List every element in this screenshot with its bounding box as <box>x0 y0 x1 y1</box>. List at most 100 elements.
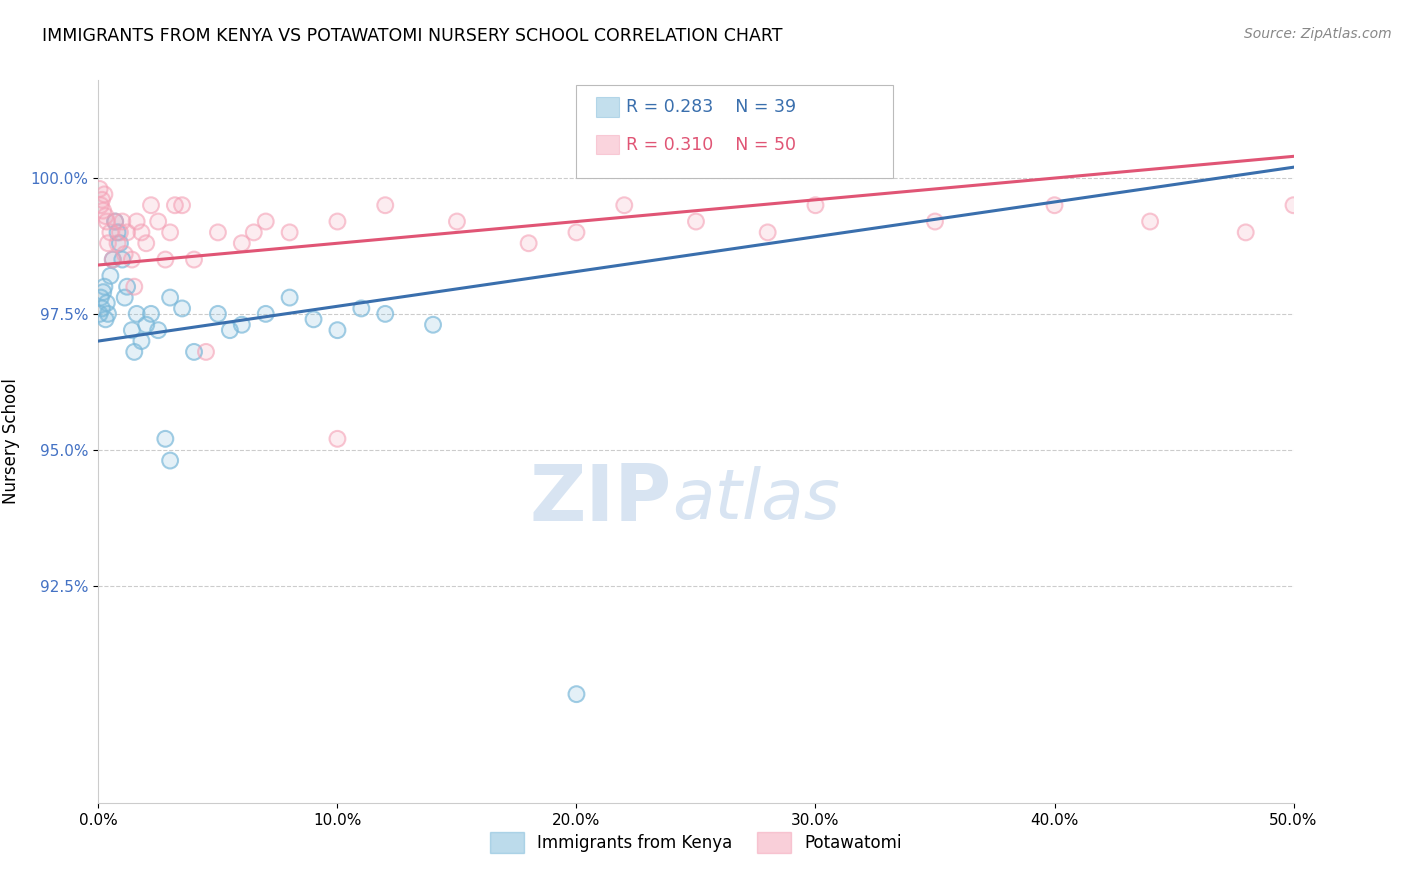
Point <box>350 301 373 316</box>
Point <box>685 214 707 228</box>
Point <box>91 203 114 218</box>
Point <box>374 307 396 321</box>
Point <box>1282 198 1305 212</box>
Point <box>159 226 181 240</box>
Point <box>446 214 468 228</box>
Point <box>159 291 181 305</box>
Point <box>107 236 129 251</box>
Point <box>135 236 157 251</box>
Point <box>613 198 636 212</box>
Point <box>183 252 205 267</box>
Point <box>243 226 266 240</box>
Point <box>90 198 112 212</box>
Point <box>207 226 229 240</box>
Point <box>131 226 153 240</box>
Point <box>163 198 186 212</box>
Point <box>1043 198 1066 212</box>
Point <box>89 307 111 321</box>
Point <box>1234 226 1257 240</box>
Point <box>91 285 114 300</box>
Point <box>107 236 129 251</box>
Point <box>231 318 253 332</box>
Point <box>172 301 194 316</box>
Point <box>96 214 118 228</box>
Point <box>101 252 124 267</box>
Point <box>98 226 122 240</box>
Point <box>148 323 170 337</box>
Text: IMMIGRANTS FROM KENYA VS POTAWATOMI NURSERY SCHOOL CORRELATION CHART: IMMIGRANTS FROM KENYA VS POTAWATOMI NURS… <box>42 27 783 45</box>
Point <box>613 198 636 212</box>
Point <box>219 323 242 337</box>
Point <box>207 226 229 240</box>
Point <box>148 214 170 228</box>
Point <box>91 301 114 316</box>
Point <box>243 226 266 240</box>
Point <box>254 307 277 321</box>
Point <box>96 296 118 310</box>
Point <box>374 198 396 212</box>
Point <box>278 226 301 240</box>
Point <box>108 236 131 251</box>
Point <box>422 318 444 332</box>
Point <box>139 198 162 212</box>
Point <box>94 209 117 223</box>
Point <box>231 236 253 251</box>
Point <box>350 301 373 316</box>
Point <box>278 291 301 305</box>
Point <box>565 226 588 240</box>
Point <box>278 226 301 240</box>
Point <box>93 279 115 293</box>
Point <box>517 236 540 251</box>
Point <box>94 312 117 326</box>
Point <box>98 226 122 240</box>
Point <box>565 226 588 240</box>
Point <box>93 279 115 293</box>
Point <box>101 252 124 267</box>
Point <box>121 323 143 337</box>
Point <box>93 187 115 202</box>
Point <box>1234 226 1257 240</box>
Text: R = 0.283    N = 39: R = 0.283 N = 39 <box>626 98 796 116</box>
Point <box>125 307 148 321</box>
Point <box>207 307 229 321</box>
Point <box>804 198 827 212</box>
Point <box>148 323 170 337</box>
Point <box>125 214 148 228</box>
Point <box>104 214 127 228</box>
Point <box>98 268 122 283</box>
Point <box>155 432 177 446</box>
Point <box>97 236 120 251</box>
Point <box>326 323 349 337</box>
Point <box>135 318 157 332</box>
Point <box>111 214 134 228</box>
Point <box>756 226 779 240</box>
Point <box>231 318 253 332</box>
Point <box>326 214 349 228</box>
Point <box>565 687 588 701</box>
Point <box>91 301 114 316</box>
Point <box>91 285 114 300</box>
Point <box>254 307 277 321</box>
Point <box>148 214 170 228</box>
Point <box>111 252 134 267</box>
Point <box>89 307 111 321</box>
Point <box>302 312 325 326</box>
Point <box>115 226 138 240</box>
Point <box>104 214 127 228</box>
Point <box>114 291 136 305</box>
Point <box>163 198 186 212</box>
Point <box>254 214 277 228</box>
Point <box>326 214 349 228</box>
Text: atlas: atlas <box>672 466 839 533</box>
Point <box>446 214 468 228</box>
Point <box>756 226 779 240</box>
Point <box>89 182 111 196</box>
Point <box>1043 198 1066 212</box>
Point <box>124 345 146 359</box>
Text: R = 0.310    N = 50: R = 0.310 N = 50 <box>626 136 796 154</box>
Point <box>139 307 162 321</box>
Point <box>135 236 157 251</box>
Point <box>121 323 143 337</box>
Point <box>108 236 131 251</box>
Point <box>131 334 153 348</box>
